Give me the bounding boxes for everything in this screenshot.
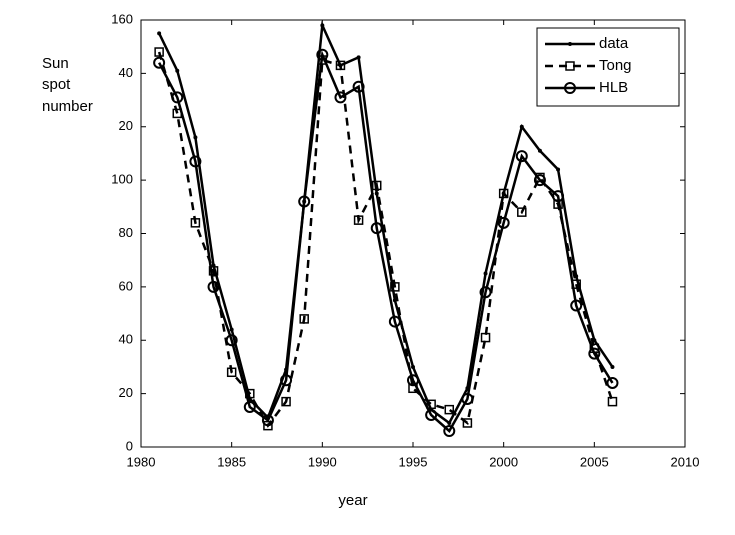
x-axis-label: year xyxy=(338,492,367,509)
marker xyxy=(498,188,509,199)
marker xyxy=(243,400,256,413)
marker xyxy=(261,414,274,427)
y-axis-label: number xyxy=(42,98,93,115)
marker xyxy=(607,396,618,407)
marker xyxy=(356,55,361,60)
marker xyxy=(479,286,492,299)
y-tick-label: 160 xyxy=(111,11,133,26)
marker xyxy=(157,31,162,36)
marker xyxy=(515,150,528,163)
marker xyxy=(480,332,491,343)
marker xyxy=(298,195,311,208)
marker xyxy=(193,135,198,140)
marker xyxy=(281,396,291,407)
marker xyxy=(552,190,565,203)
marker xyxy=(564,82,576,94)
y-tick-label: 0 xyxy=(126,438,133,453)
marker xyxy=(570,299,583,312)
x-tick-label: 1995 xyxy=(399,454,428,469)
marker xyxy=(225,334,238,347)
series-line xyxy=(158,20,614,425)
y-tick-label: 20 xyxy=(119,385,133,400)
marker xyxy=(537,148,542,153)
marker xyxy=(335,60,346,71)
marker xyxy=(353,215,364,225)
marker xyxy=(588,347,601,360)
marker xyxy=(556,167,561,172)
marker xyxy=(320,23,325,28)
marker xyxy=(565,61,575,71)
marker xyxy=(390,282,400,292)
marker xyxy=(411,364,415,369)
marker xyxy=(280,374,293,387)
marker xyxy=(447,420,452,425)
marker xyxy=(208,266,219,276)
marker xyxy=(153,56,166,69)
marker xyxy=(606,376,619,389)
marker xyxy=(226,367,237,378)
marker xyxy=(517,207,527,217)
x-tick-label: 2010 xyxy=(671,454,700,469)
y-tick-label: 40 xyxy=(119,65,133,80)
y-tick-label: 40 xyxy=(119,332,133,347)
marker xyxy=(189,155,202,168)
marker xyxy=(334,91,347,104)
marker xyxy=(352,80,365,93)
y-tick-label: 100 xyxy=(111,172,133,187)
marker xyxy=(426,399,436,410)
marker xyxy=(425,408,438,421)
legend: data Tong HLB xyxy=(536,27,680,107)
marker xyxy=(299,314,309,324)
legend-label: HLB xyxy=(599,79,628,96)
marker xyxy=(374,191,379,196)
x-tick-label: 1985 xyxy=(217,454,246,469)
marker xyxy=(533,174,546,187)
marker xyxy=(371,180,382,191)
y-axis-label: spot xyxy=(42,76,71,93)
marker xyxy=(316,48,329,61)
marker xyxy=(444,404,455,415)
marker xyxy=(461,392,474,405)
marker xyxy=(229,327,234,332)
marker xyxy=(519,124,524,129)
y-tick-label: 60 xyxy=(119,278,133,293)
y-tick-label: 20 xyxy=(119,118,133,133)
marker xyxy=(443,424,456,437)
marker xyxy=(483,271,488,276)
x-tick-label: 1980 xyxy=(127,454,156,469)
marker xyxy=(171,91,184,104)
x-tick-label: 1990 xyxy=(308,454,337,469)
marker xyxy=(207,280,220,293)
y-axis-label: Sun xyxy=(42,55,69,72)
marker xyxy=(370,222,383,235)
marker xyxy=(407,374,419,387)
marker xyxy=(175,68,180,73)
marker xyxy=(610,364,615,369)
marker xyxy=(497,216,510,229)
x-tick-label: 2000 xyxy=(489,454,518,469)
marker xyxy=(190,218,201,228)
marker xyxy=(568,42,572,46)
y-tick-label: 80 xyxy=(119,225,133,240)
marker xyxy=(388,315,401,328)
marker xyxy=(462,418,473,428)
legend-label: data xyxy=(599,35,629,52)
x-tick-label: 2005 xyxy=(580,454,609,469)
marker xyxy=(154,47,164,57)
legend-label: Tong xyxy=(599,57,632,74)
